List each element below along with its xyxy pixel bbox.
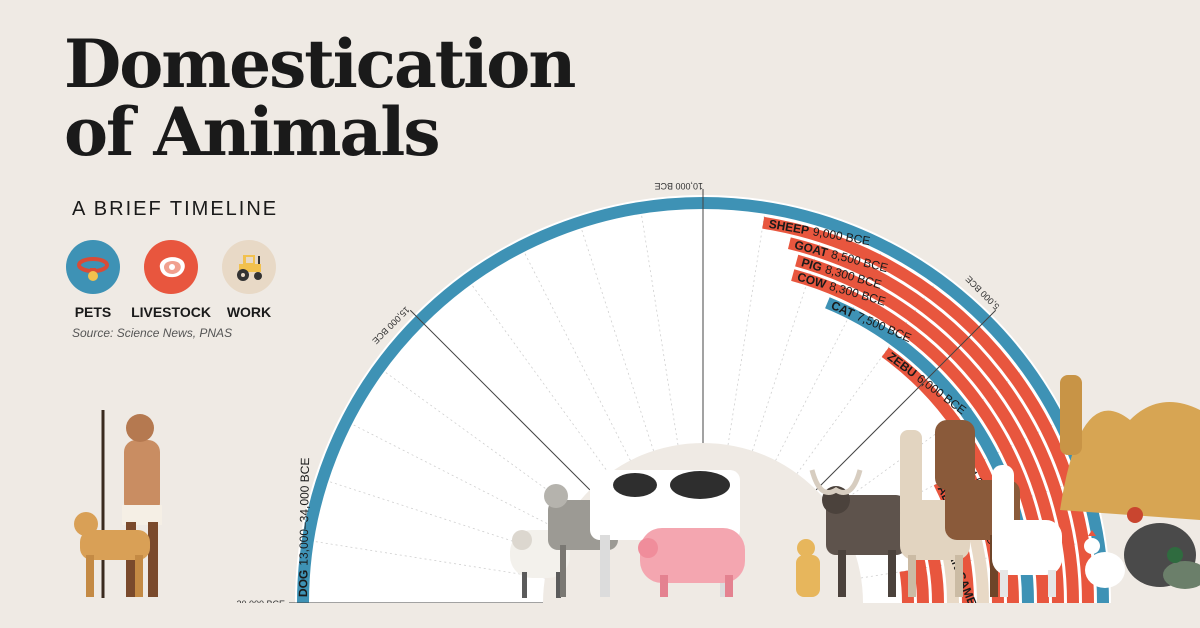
ground-strip [0, 603, 1200, 628]
minor-tick-line [524, 253, 631, 461]
bar-label: DOG 13,000–34,000 BCE [296, 457, 312, 597]
bar-label-name: SHEEP [768, 217, 810, 238]
minor-tick-line [727, 215, 765, 446]
legend-label-pets: PETS [74, 304, 112, 320]
minor-tick-line [353, 424, 561, 531]
pig-illustration [638, 528, 745, 597]
minor-tick-line [796, 285, 934, 474]
alpaca-illustration [992, 465, 1062, 597]
bar-series-13 [899, 569, 914, 604]
bar-label-name: DOG [296, 570, 310, 598]
steak-icon [144, 240, 198, 294]
bar-label-date: 13,000–34,000 BCE [297, 457, 313, 565]
minor-tick-line [832, 372, 1021, 510]
minor-tick-line [385, 372, 574, 510]
animal-illustrations [74, 375, 1200, 598]
minor-tick-line [581, 230, 654, 451]
zebu-illustration [809, 469, 906, 597]
tractor-icon [222, 240, 276, 294]
cow-illustration [590, 470, 740, 597]
title-line-2: of Animals [64, 93, 440, 171]
minor-tick-line [641, 215, 679, 446]
bar-goat [787, 237, 1079, 604]
minor-tick-line [752, 230, 825, 451]
legend-item-work: WORK [220, 240, 278, 320]
chicken-illustration [1084, 530, 1125, 588]
minor-tick-line [330, 481, 551, 554]
legend-label-livestock: LIVESTOCK [131, 304, 211, 320]
dog-illustration [74, 512, 150, 597]
axis-tick-label: 10,000 BCE [654, 181, 703, 191]
duck-illustration [1163, 547, 1200, 589]
legend-item-livestock: LIVESTOCK [131, 240, 211, 320]
legend-item-pets: PETS [64, 240, 122, 320]
minor-tick-line [315, 541, 546, 579]
collar-icon [66, 240, 120, 294]
page-title: Domestication of Animals [64, 30, 576, 166]
minor-tick-line [775, 253, 882, 461]
bar-label-name: PIG [800, 255, 824, 274]
human-illustration [101, 410, 162, 598]
subtitle: A BRIEF TIMELINE [72, 198, 279, 220]
legend-label-work: WORK [226, 304, 272, 320]
title-line-1: Domestication [64, 25, 576, 103]
cat-illustration [796, 539, 820, 597]
minor-tick-line [472, 285, 610, 474]
bar-sheep [762, 216, 1094, 604]
source-note: Source: Science News, PNAS [72, 326, 233, 340]
legend: PETS LIVESTOCK WORK [64, 240, 278, 320]
major-tick-line [409, 309, 591, 491]
major-tick-line [815, 309, 997, 491]
camel-illustration [1060, 375, 1200, 520]
